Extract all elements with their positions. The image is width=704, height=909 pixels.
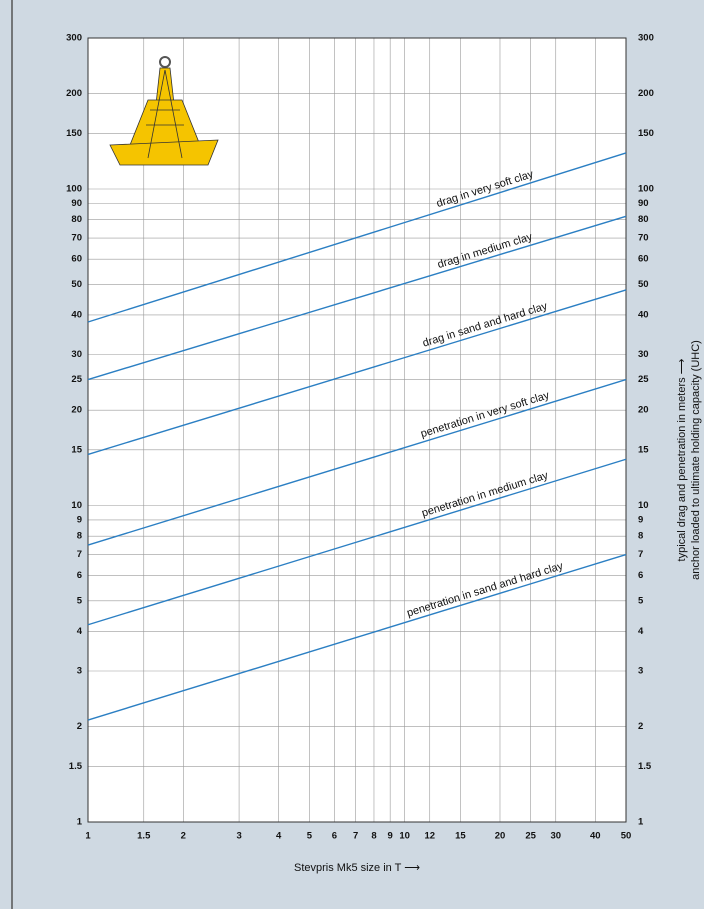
x-tick-label: 7 bbox=[353, 831, 358, 842]
y2-tick-label: 9 bbox=[638, 515, 643, 526]
y-tick-label: 8 bbox=[77, 531, 82, 542]
y2-tick-label: 10 bbox=[638, 500, 649, 511]
y-tick-label: 30 bbox=[71, 349, 82, 360]
y2-tick-label: 3 bbox=[638, 666, 643, 677]
y2-tick-label: 300 bbox=[638, 33, 654, 44]
y2-tick-label: 90 bbox=[638, 198, 649, 209]
y2-tick-label: 25 bbox=[638, 374, 649, 385]
y2-tick-label: 150 bbox=[638, 128, 654, 139]
y2-tick-label: 4 bbox=[638, 626, 644, 637]
y2-tick-label: 7 bbox=[638, 549, 643, 560]
y-tick-label: 50 bbox=[71, 279, 82, 290]
data-line bbox=[87, 215, 627, 381]
y-axis-label: typical drag and penetration in meters ⟶ bbox=[676, 358, 688, 561]
y-tick-label: 100 bbox=[66, 184, 82, 195]
y-tick-label: 150 bbox=[66, 128, 82, 139]
y-tick-label: 5 bbox=[77, 595, 83, 606]
y2-tick-label: 60 bbox=[638, 254, 649, 265]
y-tick-label: 1 bbox=[77, 817, 83, 828]
data-line bbox=[87, 553, 627, 721]
x-tick-label: 20 bbox=[495, 831, 506, 842]
y2-tick-label: 5 bbox=[638, 595, 644, 606]
x-tick-label: 25 bbox=[525, 831, 536, 842]
data-line bbox=[87, 289, 627, 456]
plot-area bbox=[88, 38, 626, 822]
x-tick-label: 1.5 bbox=[137, 831, 151, 842]
y-tick-label: 3 bbox=[77, 666, 82, 677]
y2-tick-label: 1 bbox=[638, 817, 644, 828]
data-line bbox=[87, 458, 627, 626]
y-tick-label: 6 bbox=[77, 570, 82, 581]
y-tick-label: 20 bbox=[71, 405, 82, 416]
y2-tick-label: 8 bbox=[638, 531, 643, 542]
x-tick-label: 50 bbox=[621, 831, 632, 842]
y2-tick-label: 20 bbox=[638, 405, 649, 416]
y-tick-label: 2 bbox=[77, 721, 82, 732]
grid bbox=[87, 37, 627, 823]
x-tick-label: 4 bbox=[276, 831, 282, 842]
plot-border bbox=[87, 37, 627, 823]
x-tick-label: 5 bbox=[307, 831, 313, 842]
x-axis-label: Stevpris Mk5 size in T ⟶ bbox=[294, 862, 420, 874]
data-line bbox=[87, 378, 627, 546]
x-tick-label: 2 bbox=[181, 831, 186, 842]
y-axis-label: anchor loaded to ultimate holding capaci… bbox=[690, 340, 702, 580]
y-tick-label: 300 bbox=[66, 33, 82, 44]
y-tick-label: 200 bbox=[66, 88, 82, 99]
anchor-icon bbox=[109, 56, 219, 166]
y2-tick-label: 6 bbox=[638, 570, 643, 581]
y2-tick-label: 80 bbox=[638, 214, 649, 225]
data-line bbox=[87, 152, 627, 323]
x-tick-label: 15 bbox=[455, 831, 466, 842]
y2-tick-label: 100 bbox=[638, 184, 654, 195]
y-tick-label: 15 bbox=[71, 444, 82, 455]
y2-tick-label: 15 bbox=[638, 444, 649, 455]
y-tick-label: 70 bbox=[71, 233, 82, 244]
y2-tick-label: 200 bbox=[638, 88, 654, 99]
y-tick-label: 4 bbox=[77, 626, 83, 637]
y-tick-label: 10 bbox=[71, 500, 82, 511]
y-tick-label: 9 bbox=[77, 515, 82, 526]
x-tick-label: 10 bbox=[399, 831, 410, 842]
x-tick-label: 6 bbox=[332, 831, 337, 842]
y-tick-label: 1.5 bbox=[69, 761, 83, 772]
y-tick-label: 80 bbox=[71, 214, 82, 225]
y2-tick-label: 50 bbox=[638, 279, 649, 290]
x-tick-label: 3 bbox=[236, 831, 241, 842]
y2-tick-label: 40 bbox=[638, 309, 649, 320]
x-tick-label: 9 bbox=[388, 831, 393, 842]
x-tick-label: 1 bbox=[85, 831, 91, 842]
y2-tick-label: 30 bbox=[638, 349, 649, 360]
y-tick-label: 60 bbox=[71, 254, 82, 265]
y-tick-label: 25 bbox=[71, 374, 82, 385]
x-tick-label: 30 bbox=[550, 831, 561, 842]
x-tick-label: 8 bbox=[371, 831, 376, 842]
x-tick-label: 12 bbox=[424, 831, 435, 842]
y2-tick-label: 70 bbox=[638, 233, 649, 244]
x-tick-label: 40 bbox=[590, 831, 601, 842]
y-tick-label: 7 bbox=[77, 549, 82, 560]
y-tick-label: 90 bbox=[71, 198, 82, 209]
y2-tick-label: 1.5 bbox=[638, 761, 652, 772]
y2-tick-label: 2 bbox=[638, 721, 643, 732]
y-tick-label: 40 bbox=[71, 309, 82, 320]
